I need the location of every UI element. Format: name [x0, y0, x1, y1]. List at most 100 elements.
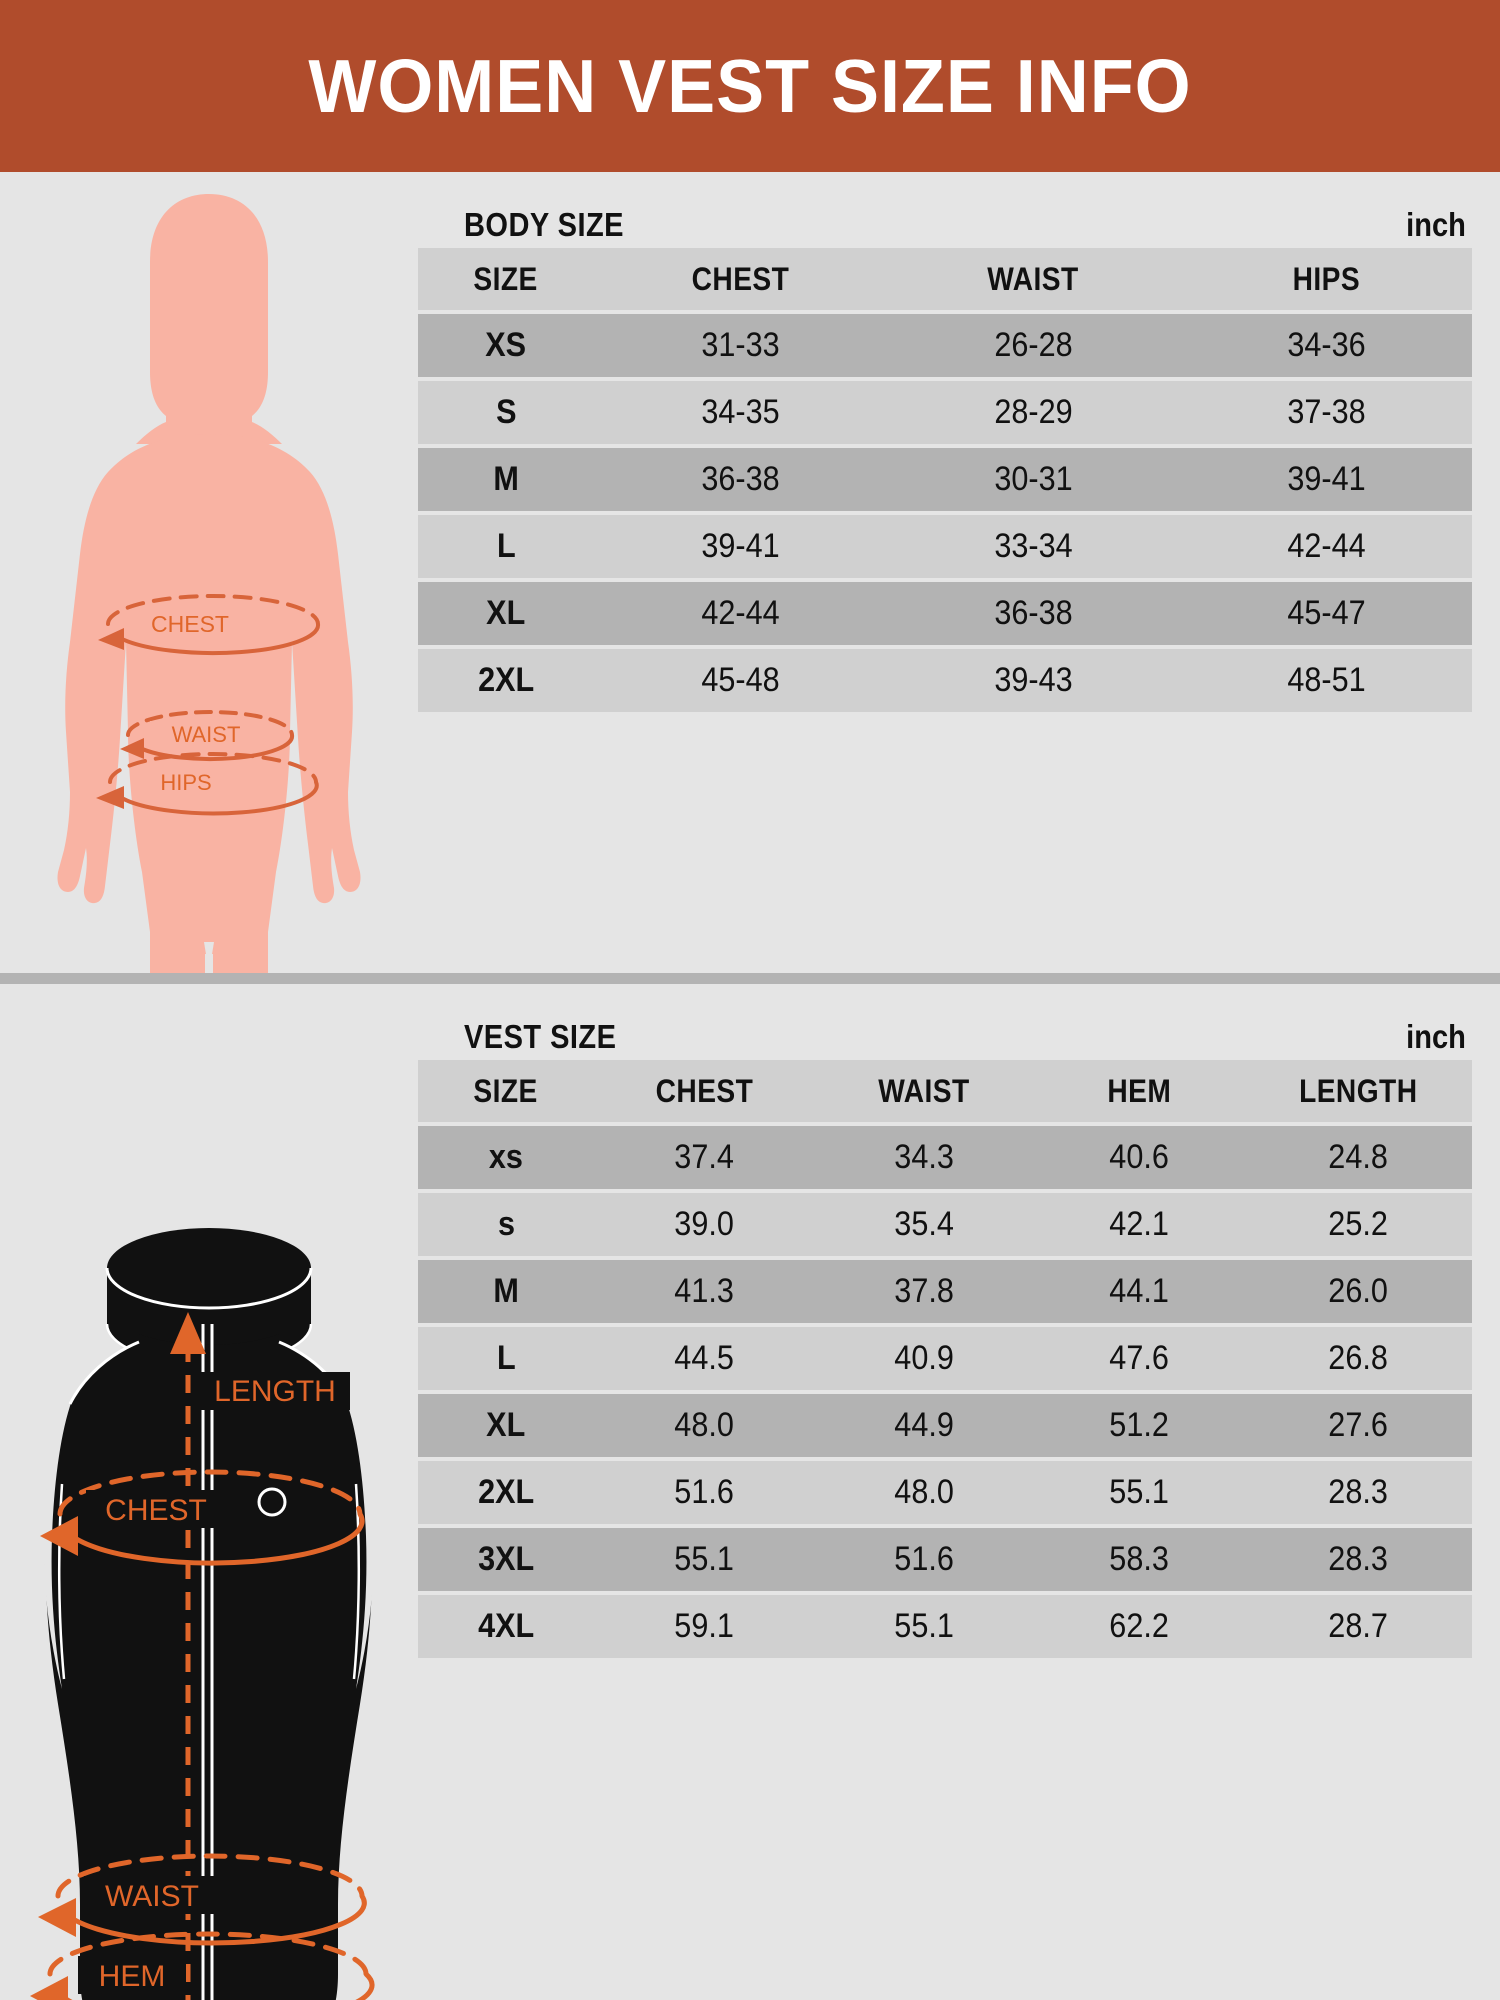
cell-hem: 44.1 [1034, 1260, 1244, 1323]
column-header-chest: CHEST [594, 248, 886, 310]
waist-label: WAIST [105, 1880, 199, 1913]
table-row: L 44.5 40.9 47.6 26.8 [418, 1327, 1472, 1390]
cell-size: XS [418, 314, 594, 377]
table-row: xs 37.4 34.3 40.6 24.8 [418, 1126, 1472, 1189]
table-row: XL 48.0 44.9 51.2 27.6 [418, 1394, 1472, 1457]
length-label: LENGTH [214, 1375, 336, 1408]
waist-label: WAIST [172, 722, 241, 747]
cell-hips: 42-44 [1180, 515, 1472, 578]
vest-size-caption-label: VEST SIZE [464, 1018, 617, 1055]
page-title: WOMEN VEST SIZE INFO [308, 44, 1192, 128]
cell-chest: 36-38 [594, 448, 886, 511]
cell-waist: 28-29 [886, 381, 1180, 444]
cell-hem: 51.2 [1034, 1394, 1244, 1457]
cell-length: 26.8 [1244, 1327, 1472, 1390]
chest-label: CHEST [105, 1494, 207, 1527]
cell-length: 25.2 [1244, 1193, 1472, 1256]
cell-chest: 59.1 [594, 1595, 814, 1658]
hips-label: HIPS [160, 770, 211, 795]
section-body-size: CHEST WAIST HIPS [0, 172, 1500, 973]
table-row: 4XL 59.1 55.1 62.2 28.7 [418, 1595, 1472, 1658]
vest-figure-column: LENGTH CHEST WAIST [0, 984, 418, 2000]
column-header-hem: HEM [1034, 1060, 1244, 1122]
page-banner: WOMEN VEST SIZE INFO [0, 0, 1500, 172]
hem-measure-indicator: HEM [30, 1931, 375, 2000]
body-size-caption-label: BODY SIZE [464, 206, 624, 243]
cell-hips: 39-41 [1180, 448, 1472, 511]
cell-size: s [418, 1193, 594, 1256]
cell-hem: 62.2 [1034, 1595, 1244, 1658]
cell-length: 28.7 [1244, 1595, 1472, 1658]
cell-hips: 48-51 [1180, 649, 1472, 712]
body-size-unit-label: inch [1406, 206, 1466, 243]
body-size-table-column: BODY SIZE inch SIZE CHEST WAIST HIPS [418, 172, 1472, 716]
cell-size: 4XL [418, 1595, 594, 1658]
cell-chest: 31-33 [594, 314, 886, 377]
cell-chest: 42-44 [594, 582, 886, 645]
vest-size-caption: VEST SIZE inch [418, 984, 1472, 1056]
column-header-length: LENGTH [1244, 1060, 1472, 1122]
column-header-hips: HIPS [1180, 248, 1472, 310]
cell-size: xs [418, 1126, 594, 1189]
table-row: M 36-38 30-31 39-41 [418, 448, 1472, 511]
cell-chest: 45-48 [594, 649, 886, 712]
cell-size: XL [418, 582, 594, 645]
cell-size: XL [418, 1394, 594, 1457]
section-vest-size: LENGTH CHEST WAIST [0, 984, 1500, 2000]
cell-waist: 34.3 [814, 1126, 1034, 1189]
cell-waist: 51.6 [814, 1528, 1034, 1591]
column-header-size: SIZE [418, 248, 594, 310]
cell-size: L [418, 515, 594, 578]
cell-chest: 39-41 [594, 515, 886, 578]
cell-size: M [418, 1260, 594, 1323]
cell-size: 2XL [418, 1461, 594, 1524]
column-header-chest: CHEST [594, 1060, 814, 1122]
chest-measure-indicator: CHEST [40, 1469, 365, 1566]
cell-size: M [418, 448, 594, 511]
cell-waist: 26-28 [886, 314, 1180, 377]
table-row: XL 42-44 36-38 45-47 [418, 582, 1472, 645]
table-row: XS 31-33 26-28 34-36 [418, 314, 1472, 377]
column-header-waist: WAIST [814, 1060, 1034, 1122]
cell-waist: 37.8 [814, 1260, 1034, 1323]
column-header-size: SIZE [418, 1060, 594, 1122]
cell-hem: 47.6 [1034, 1327, 1244, 1390]
table-header-row: SIZE CHEST WAIST HIPS [418, 248, 1472, 310]
cell-length: 27.6 [1244, 1394, 1472, 1457]
body-size-table: SIZE CHEST WAIST HIPS XS 31-33 26-28 34-… [418, 244, 1472, 716]
chest-label: CHEST [151, 611, 229, 637]
hips-measure-indicator: HIPS [96, 752, 319, 816]
cell-size: L [418, 1327, 594, 1390]
vest-size-table-column: VEST SIZE inch SIZE CHEST WAIST HEM LENG… [418, 984, 1472, 1662]
cell-waist: 35.4 [814, 1193, 1034, 1256]
body-size-caption: BODY SIZE inch [418, 172, 1472, 244]
cell-chest: 37.4 [594, 1126, 814, 1189]
cell-chest: 41.3 [594, 1260, 814, 1323]
female-body-silhouette: CHEST WAIST HIPS [57, 194, 361, 973]
cell-waist: 48.0 [814, 1461, 1034, 1524]
cell-chest: 34-35 [594, 381, 886, 444]
table-row: s 39.0 35.4 42.1 25.2 [418, 1193, 1472, 1256]
cell-chest: 51.6 [594, 1461, 814, 1524]
cell-chest: 48.0 [594, 1394, 814, 1457]
cell-length: 24.8 [1244, 1126, 1472, 1189]
vest-size-table: SIZE CHEST WAIST HEM LENGTH xs 37.4 34.3… [418, 1056, 1472, 1662]
vest-size-unit-label: inch [1406, 1018, 1466, 1055]
cell-length: 28.3 [1244, 1461, 1472, 1524]
waist-measure-indicator: WAIST [38, 1853, 367, 1946]
cell-hips: 37-38 [1180, 381, 1472, 444]
cell-size: 3XL [418, 1528, 594, 1591]
table-row: S 34-35 28-29 37-38 [418, 381, 1472, 444]
cell-hem: 58.3 [1034, 1528, 1244, 1591]
cell-waist: 30-31 [886, 448, 1180, 511]
cell-hips: 45-47 [1180, 582, 1472, 645]
cell-chest: 44.5 [594, 1327, 814, 1390]
cell-hips: 34-36 [1180, 314, 1472, 377]
vest-garment-illustration: LENGTH CHEST WAIST [30, 1228, 375, 2000]
cell-hem: 42.1 [1034, 1193, 1244, 1256]
cell-waist: 33-34 [886, 515, 1180, 578]
cell-waist: 39-43 [886, 649, 1180, 712]
chest-measure-indicator: CHEST [98, 594, 321, 656]
cell-waist: 36-38 [886, 582, 1180, 645]
